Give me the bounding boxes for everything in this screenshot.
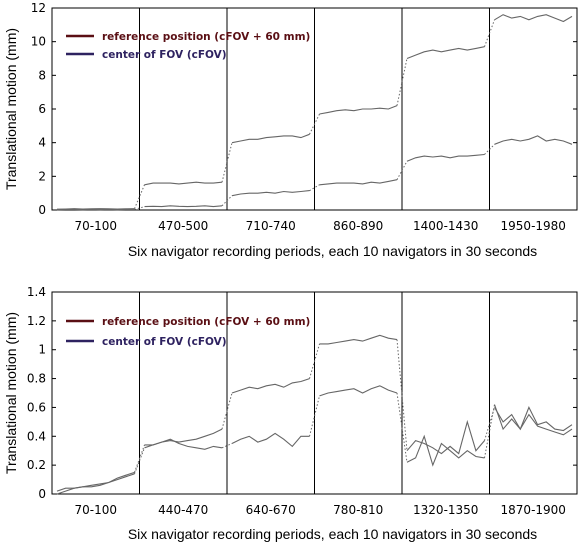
- y-tick-label: 0.6: [27, 400, 46, 414]
- x-tick-label: 640-670: [246, 503, 296, 517]
- series-center-of-fov: [56, 385, 573, 492]
- series-line-segment: [144, 205, 223, 208]
- series-connector: [134, 184, 145, 209]
- series-line-segment: [56, 208, 135, 210]
- y-axis-label: Translational motion (mm): [3, 312, 19, 474]
- y-tick-label: 0.4: [27, 429, 46, 443]
- y-tick-label: 0: [38, 487, 46, 501]
- series-line-segment: [231, 432, 310, 448]
- x-tick-label: 70-100: [74, 503, 117, 517]
- series-center-of-fov: [56, 135, 573, 211]
- series-connector: [309, 343, 320, 379]
- y-tick-label: 1.2: [27, 314, 46, 328]
- series-line-segment: [231, 190, 310, 197]
- series-line-segment: [319, 179, 398, 186]
- y-tick-label: 2: [38, 169, 46, 183]
- series-line-segment: [319, 334, 398, 345]
- x-axis-label: Six navigator recording periods, each 10…: [128, 526, 537, 542]
- series-line-segment: [319, 385, 398, 397]
- x-tick-label: 1870-1900: [501, 503, 566, 517]
- legend-label: center of FOV (cFOV): [102, 336, 227, 348]
- series-connector: [396, 339, 408, 451]
- series-line-segment: [231, 378, 310, 394]
- series-connector: [396, 160, 408, 180]
- series-line-segment: [406, 434, 485, 467]
- series-connector: [484, 19, 495, 47]
- y-tick-label: 6: [38, 102, 46, 116]
- series-line-segment: [494, 135, 573, 145]
- series-line-segment: [231, 133, 310, 144]
- series-connector: [396, 58, 408, 106]
- y-tick-label: 10: [31, 35, 46, 49]
- y-tick-label: 0.8: [27, 372, 46, 386]
- series-line-segment: [494, 14, 573, 23]
- y-axis-label: Translational motion (mm): [3, 28, 19, 190]
- series-connector: [134, 444, 145, 473]
- x-tick-label: 470-500: [158, 219, 208, 233]
- x-tick-label: 780-810: [333, 503, 383, 517]
- series-line-segment: [144, 181, 223, 186]
- y-tick-label: 0.2: [27, 458, 46, 472]
- series-line-segment: [406, 419, 485, 455]
- y-tick-label: 1: [38, 343, 46, 357]
- series-line-segment: [56, 473, 135, 495]
- series-line-segment: [406, 153, 485, 162]
- series-line-segment: [319, 105, 398, 115]
- series-line-segment: [493, 404, 573, 436]
- series-connector: [396, 392, 408, 463]
- x-axis-label: Six navigator recording periods, each 10…: [128, 243, 537, 259]
- x-tick-label: 1950-1980: [501, 219, 566, 233]
- legend-label: reference position (cFOV + 60 mm): [102, 316, 310, 328]
- series-line-segment: [56, 471, 135, 492]
- series-connector: [221, 392, 233, 430]
- bottom-chart: 0 0.2 0.4 0.6 0.8 1 1.2 1.4 70-100 440-470 640-670…: [3, 285, 578, 542]
- x-tick-label: 1400-1430: [413, 219, 478, 233]
- series-line-segment: [406, 46, 485, 60]
- y-tick-label: 1.4: [27, 285, 46, 299]
- legend-label: center of FOV (cFOV): [102, 49, 227, 61]
- y-tick-label: 8: [38, 68, 46, 82]
- series-line-segment: [144, 438, 223, 450]
- x-tick-label: 440-470: [158, 503, 208, 517]
- series-reference-position: [56, 334, 573, 495]
- series-connector: [221, 195, 233, 207]
- series-line-segment: [494, 406, 573, 432]
- x-tick-label: 860-890: [333, 219, 383, 233]
- y-tick-label: 0: [38, 203, 46, 217]
- x-tick-label: 1320-1350: [413, 503, 478, 517]
- series-connector: [309, 113, 320, 135]
- x-tick-label: 710-740: [246, 219, 296, 233]
- top-chart: 0 2 4 6 8 10 12 70-100 470-500 710-740 860-890 1400…: [3, 1, 578, 259]
- series-connector: [134, 447, 145, 474]
- x-tick-label: 70-100: [74, 219, 117, 233]
- legend-label: reference position (cFOV + 60 mm): [102, 31, 310, 43]
- y-tick-label: 12: [31, 1, 46, 15]
- series-connector: [484, 143, 495, 155]
- y-tick-label: 4: [38, 136, 46, 150]
- series-reference-position: [56, 14, 573, 210]
